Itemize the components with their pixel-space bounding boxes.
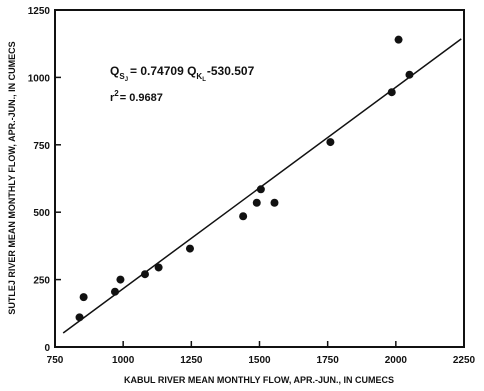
y-tick-label: 0 [44, 343, 50, 354]
data-point [116, 275, 125, 284]
x-axis-ticks: 750 1000 1250 1500 1750 2000 2250 [47, 341, 476, 366]
x-tick-label: 1000 [112, 355, 135, 366]
data-point [270, 198, 279, 207]
regression-equation: QSJ= 0.74709 QKL-530.507 [110, 64, 255, 83]
data-point [110, 287, 119, 296]
data-point [252, 198, 261, 207]
x-tick-label: 2250 [453, 355, 476, 366]
data-point [405, 70, 414, 79]
y-tick-label: 250 [33, 276, 50, 287]
x-tick-label: 750 [47, 355, 64, 366]
x-tick-label: 1500 [248, 355, 271, 366]
eq-rhs-sub2: L [202, 77, 206, 83]
r-squared-base: r [110, 92, 115, 104]
eq-rhs-coef: = 0.74709 Q [130, 64, 196, 78]
plot-frame [54, 9, 465, 348]
y-tick-label: 1250 [28, 6, 51, 17]
r-squared-value: = 0.9687 [120, 92, 163, 104]
eq-lhs-sub: S [119, 72, 125, 81]
x-axis-label: KABUL RIVER MEAN MONTHLY FLOW, APR.-JUN.… [124, 375, 394, 385]
r-squared-exp: 2 [114, 89, 119, 98]
y-tick-label: 750 [33, 141, 50, 152]
data-point [75, 313, 84, 322]
data-point [140, 270, 149, 279]
data-point [154, 263, 163, 272]
data-point [239, 212, 248, 221]
y-tick-label: 500 [33, 208, 50, 219]
x-tick-label: 2000 [385, 355, 408, 366]
data-point [256, 185, 265, 194]
eq-lhs-sub2: J [125, 77, 128, 83]
data-point [387, 88, 396, 97]
r-squared-label: r2= 0.9687 [110, 89, 163, 104]
x-tick-label: 1750 [317, 355, 340, 366]
y-axis-label: SUTLEJ RIVER MEAN MONTHLY FLOW, APR.-JUN… [7, 41, 17, 314]
eq-rhs-intercept: -530.507 [207, 64, 255, 78]
data-point [326, 138, 335, 147]
data-point [79, 293, 88, 302]
data-point [185, 244, 194, 253]
eq-lhs: Q [110, 64, 119, 78]
data-point [394, 35, 403, 44]
data-points [75, 35, 414, 322]
eq-rhs-sub: K [196, 72, 202, 81]
y-tick-label: 1000 [28, 73, 51, 84]
x-tick-label: 1250 [180, 355, 203, 366]
y-axis-ticks: 0 250 500 750 1000 1250 [28, 6, 61, 354]
